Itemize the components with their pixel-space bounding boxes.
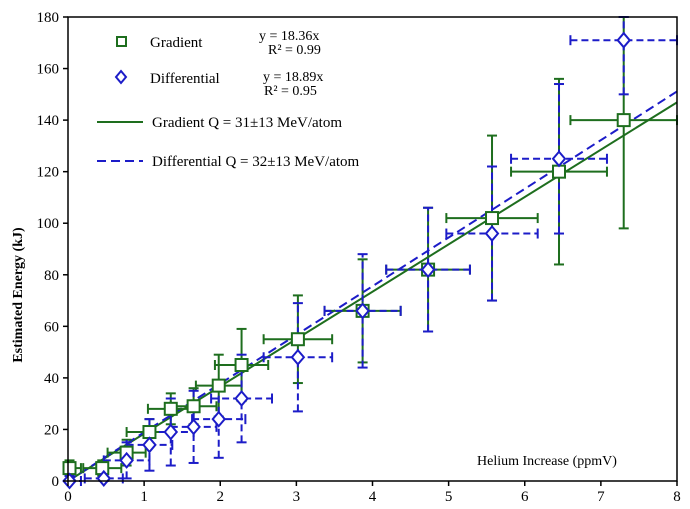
y-tick-label: 60 [44,319,59,335]
x-tick-label: 5 [445,489,453,505]
y-tick-label: 140 [37,113,60,129]
legend-differential-label: Differential [150,71,220,87]
x-tick-label: 2 [217,489,225,505]
x-tick-label: 4 [369,489,377,505]
gradient-point [163,401,178,416]
y-tick-label: 80 [44,268,59,284]
x-tick-label: 3 [293,489,301,505]
differential-point [484,224,500,243]
differential-equation: y = 18.89x [263,70,323,85]
differential-r2: R² = 0.95 [264,84,317,99]
differential-point [420,261,436,279]
differential-point [163,423,179,441]
differential-point [142,436,157,454]
differential-point [551,150,567,168]
gradient-point [186,399,201,414]
legend-differential-marker [114,69,128,85]
x-tick-label: 6 [521,489,529,505]
differential-point [234,389,249,408]
gradient-point [616,113,631,128]
y-tick-label: 40 [44,371,59,387]
gradient-point [142,425,157,440]
differential-point [119,451,134,469]
differential-point [96,469,112,487]
gradient-point [485,211,500,226]
gradient-point [62,461,77,476]
x-tick-label: 1 [140,489,148,505]
x-tick-label: 0 [64,489,72,505]
gradient-point [211,378,226,393]
gradient-r2: R² = 0.99 [268,43,321,58]
gradient-fit-line [67,101,678,482]
y-tick-label: 180 [37,10,60,26]
differential-point [355,302,370,320]
y-tick-label: 120 [37,165,60,181]
x-axis-title: Helium Increase (ppmV) [477,454,617,469]
legend-gradient-marker [116,36,127,47]
x-tick-label: 7 [597,489,605,505]
gradient-point [552,164,567,179]
legend-gradient-label: Gradient [150,35,203,51]
legend: Gradient Differential Gradient Q = 31±13… [97,29,360,170]
y-tick-label: 100 [37,216,60,232]
y-tick-label: 0 [52,474,60,490]
gradient-point [234,358,249,372]
gradient-point [290,332,305,347]
legend-gradient-fit-label: Gradient Q = 31±13 MeV/atom [152,115,342,131]
differential-point [211,410,227,428]
y-axis-title: Estimated Energy (kJ) [11,227,26,363]
differential-point [616,31,632,49]
differential-point [186,418,201,436]
differential-fit-line [67,90,678,482]
y-tick-label: 160 [37,62,60,78]
x-tick-label: 8 [673,489,681,505]
gradient-equation: y = 18.36x [259,29,319,44]
plot-area [62,16,678,490]
legend-differential-fit-label: Differential Q = 32±13 MeV/atom [152,154,360,170]
y-tick-label: 20 [44,422,59,438]
differential-point [290,348,306,366]
